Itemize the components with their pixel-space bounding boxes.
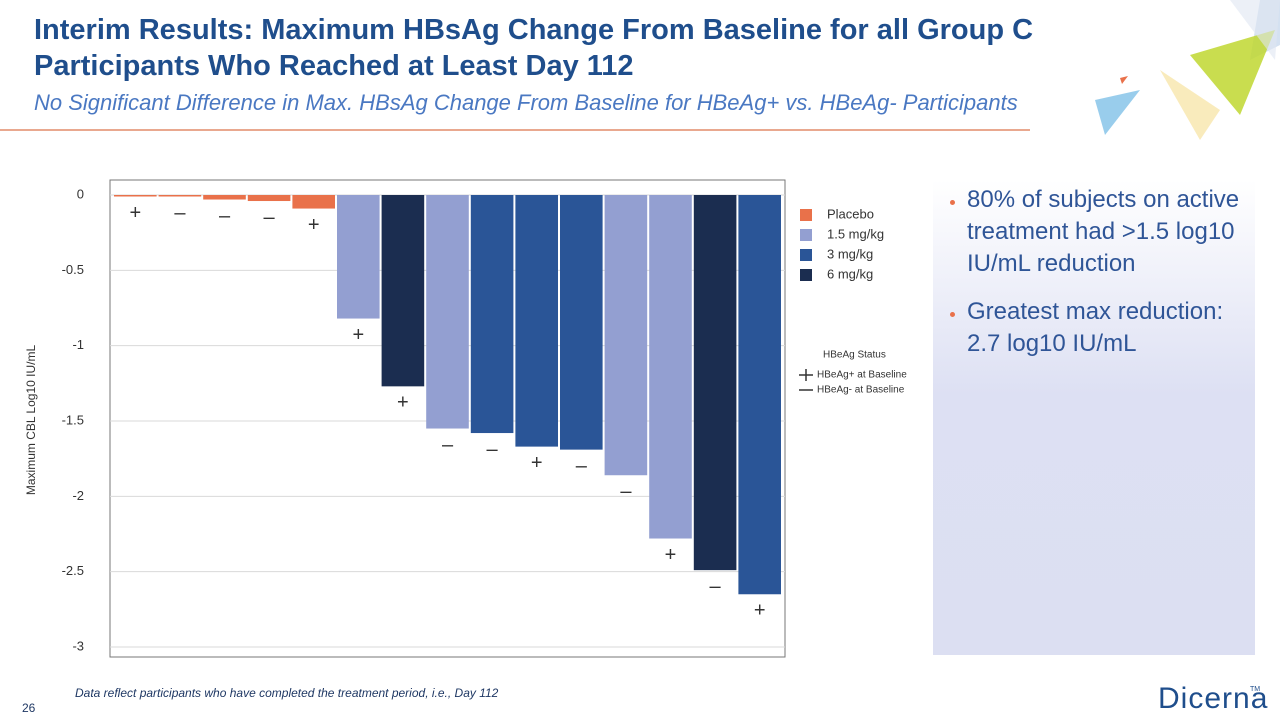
y-tick-label: -0.5 [62, 262, 84, 277]
bar [114, 195, 157, 197]
bar [470, 195, 514, 434]
status-label: – [487, 438, 499, 460]
y-tick-label: -3 [72, 638, 84, 653]
bar [426, 195, 469, 429]
bar [337, 195, 380, 319]
subtitle: No Significant Difference in Max. HBsAg … [34, 90, 1018, 115]
y-tick-label: 0 [77, 186, 84, 201]
status-label: – [174, 202, 186, 224]
status-legend-label: HBeAg- at Baseline [817, 385, 905, 396]
y-tick-label: -1 [72, 337, 84, 352]
bar [381, 195, 425, 387]
bullet: Greatest max reduction: 2.7 log10 IU/mL [967, 296, 1241, 360]
status-label: – [710, 575, 722, 597]
legend-swatch [800, 249, 812, 261]
trademark: TM [1250, 686, 1261, 693]
legend-swatch [800, 209, 812, 221]
divider [0, 129, 1030, 131]
status-label: – [576, 455, 588, 477]
bar [203, 195, 246, 200]
legend-swatch [800, 229, 812, 241]
bar [247, 195, 291, 202]
footnote: Data reflect participants who have compl… [75, 686, 499, 700]
legend-label: Placebo [827, 206, 874, 221]
status-label: + [352, 324, 364, 346]
bar [738, 195, 781, 595]
decoration [1095, 0, 1280, 140]
status-label: + [308, 214, 320, 236]
y-tick-label: -2 [72, 488, 84, 503]
bar [515, 195, 558, 447]
status-label: – [442, 434, 454, 456]
bar [604, 195, 648, 476]
chart: 0 -0.5 -1 -1.5 -2 -2.5 -3 Maximum CBL Log10 IU/… [24, 179, 907, 658]
legend-label: 6 mg/kg [827, 266, 873, 281]
status-label: + [531, 452, 543, 474]
y-tick-label: -2.5 [62, 563, 84, 578]
legend-label: 3 mg/kg [827, 246, 873, 261]
bar [560, 195, 603, 450]
status-legend-title: HBeAg Status [823, 350, 886, 361]
status-label: + [129, 202, 141, 224]
bullet: 80% of subjects on active treatment had … [967, 184, 1241, 280]
title: Interim Results: Maximum HBsAg Change Fr… [34, 14, 1034, 82]
status-label: + [665, 544, 677, 566]
bar [158, 195, 202, 197]
status-label: – [219, 205, 231, 227]
bar [292, 195, 335, 209]
status-label: – [264, 206, 276, 228]
text-panel: 80% of subjects on active treatment had … [933, 180, 1255, 655]
bar [693, 195, 737, 571]
legend-swatch [800, 269, 812, 281]
bar [649, 195, 692, 539]
status-label: + [754, 600, 766, 622]
y-tick-label: -1.5 [62, 412, 84, 427]
status-label: – [620, 481, 632, 503]
logo: Dicerna [1158, 682, 1269, 715]
legend-label: 1.5 mg/kg [827, 226, 884, 241]
page-number: 26 [22, 701, 36, 715]
status-label: + [397, 392, 409, 414]
plot-frame [109, 179, 786, 658]
bullet-list: 80% of subjects on active treatment had … [933, 180, 1255, 360]
status-legend-label: HBeAg+ at Baseline [817, 370, 907, 381]
y-axis-label: Maximum CBL Log10 IU/mL [24, 345, 38, 496]
